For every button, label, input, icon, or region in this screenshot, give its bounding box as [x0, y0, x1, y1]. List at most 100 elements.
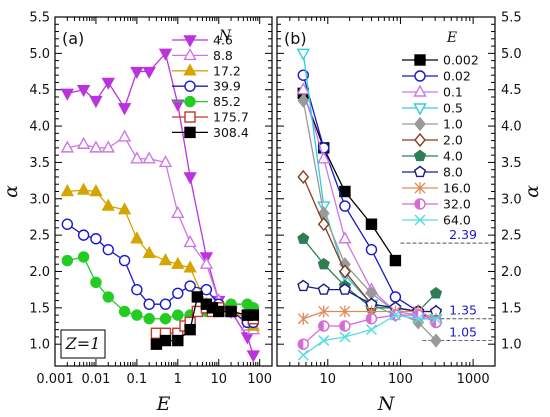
legend-marker	[414, 116, 426, 132]
legend-marker	[414, 198, 426, 210]
legend-marker	[413, 149, 427, 162]
data-point	[365, 243, 378, 256]
legend-marker	[183, 47, 197, 61]
data-point	[338, 231, 352, 244]
legend-title: E	[446, 30, 457, 46]
legend-marker	[184, 126, 196, 139]
y-tick-label: 5.0	[29, 47, 50, 62]
legend-label: 8.0	[443, 165, 463, 180]
data-point	[339, 305, 351, 318]
x-tick-label: 1	[174, 372, 182, 387]
data-point	[200, 283, 213, 296]
data-point	[61, 254, 74, 267]
legend-label: 32.0	[443, 197, 471, 212]
data-point	[142, 245, 156, 259]
y-tick-label: 4.0	[501, 120, 522, 135]
data-point	[130, 231, 144, 244]
x-tick-label: 0.1	[127, 372, 148, 387]
legend-label: 0.5	[443, 101, 463, 116]
panel-label: (b)	[284, 29, 307, 48]
reference-label: 1.35	[449, 303, 477, 318]
legend-label: 175.7	[213, 110, 249, 125]
data-point	[365, 324, 377, 336]
data-point	[171, 205, 185, 219]
legend-label: 0.1	[443, 85, 463, 100]
data-point	[172, 287, 184, 299]
data-point	[317, 217, 330, 232]
data-point	[246, 350, 261, 363]
data-point	[76, 136, 91, 149]
legend-title: N	[218, 28, 232, 44]
legend-marker	[184, 111, 196, 123]
data-point	[158, 48, 173, 61]
data-point	[143, 298, 155, 310]
legend-label: 0.002	[443, 53, 479, 68]
reference-label: 2.39	[449, 227, 477, 242]
data-point	[318, 305, 330, 318]
data-point	[338, 264, 351, 279]
data-point	[143, 313, 155, 325]
data-point	[130, 66, 144, 79]
legend-label: 17.2	[213, 63, 241, 78]
data-point	[77, 229, 90, 241]
data-point	[297, 349, 309, 361]
data-point	[172, 334, 184, 347]
data-point	[159, 298, 172, 310]
data-point	[90, 233, 102, 245]
y-tick-label: 4.5	[29, 83, 50, 98]
data-point	[338, 283, 351, 295]
x-tick-label: 10	[210, 372, 227, 387]
legend-marker	[413, 84, 427, 97]
data-point	[430, 333, 442, 348]
y-tick-label: 3.0	[29, 192, 50, 207]
data-point	[296, 48, 310, 61]
data-point	[317, 151, 331, 164]
legend-label: 1.0	[443, 117, 463, 132]
x-tick-label: 0.01	[81, 372, 110, 387]
data-point	[159, 313, 172, 325]
data-point	[429, 286, 443, 299]
data-point	[101, 77, 115, 90]
data-point	[183, 172, 197, 185]
data-point	[101, 198, 115, 211]
data-point	[297, 338, 309, 350]
y-tick-label: 5.0	[501, 47, 522, 62]
data-point	[89, 95, 103, 109]
data-point	[318, 335, 330, 347]
data-point	[247, 309, 260, 321]
data-point	[77, 251, 90, 263]
legend-marker	[413, 103, 427, 116]
annotation-box	[60, 329, 106, 359]
legend-marker	[414, 214, 426, 226]
panel-label: (a)	[62, 29, 84, 48]
data-point	[159, 334, 172, 347]
data-point	[171, 256, 185, 269]
data-point	[131, 309, 143, 321]
legend-marker	[414, 70, 426, 82]
data-point	[142, 66, 156, 79]
legend-label: 308.4	[213, 125, 249, 140]
data-point	[184, 280, 196, 292]
y-tick-label: 2.5	[29, 229, 50, 244]
data-point	[90, 276, 102, 289]
data-point	[142, 151, 156, 164]
x-tick-label: 1000	[457, 372, 490, 387]
annotation-label: Z=1	[65, 334, 101, 353]
series-32.0	[297, 309, 442, 350]
data-point	[199, 256, 214, 269]
data-point	[158, 154, 173, 168]
legend-marker	[183, 63, 197, 76]
data-point	[297, 232, 310, 244]
legend-marker	[413, 165, 427, 178]
data-point	[389, 291, 402, 303]
y-tick-label: 2.0	[29, 265, 50, 280]
legend-label: 4.0	[443, 149, 463, 164]
data-point	[117, 202, 132, 215]
y-tick-label: 3.5	[29, 156, 50, 171]
data-point	[102, 291, 114, 303]
data-point	[318, 320, 330, 332]
legend-marker	[183, 35, 197, 48]
y-axis-title: α	[521, 185, 543, 198]
data-point	[297, 279, 310, 292]
